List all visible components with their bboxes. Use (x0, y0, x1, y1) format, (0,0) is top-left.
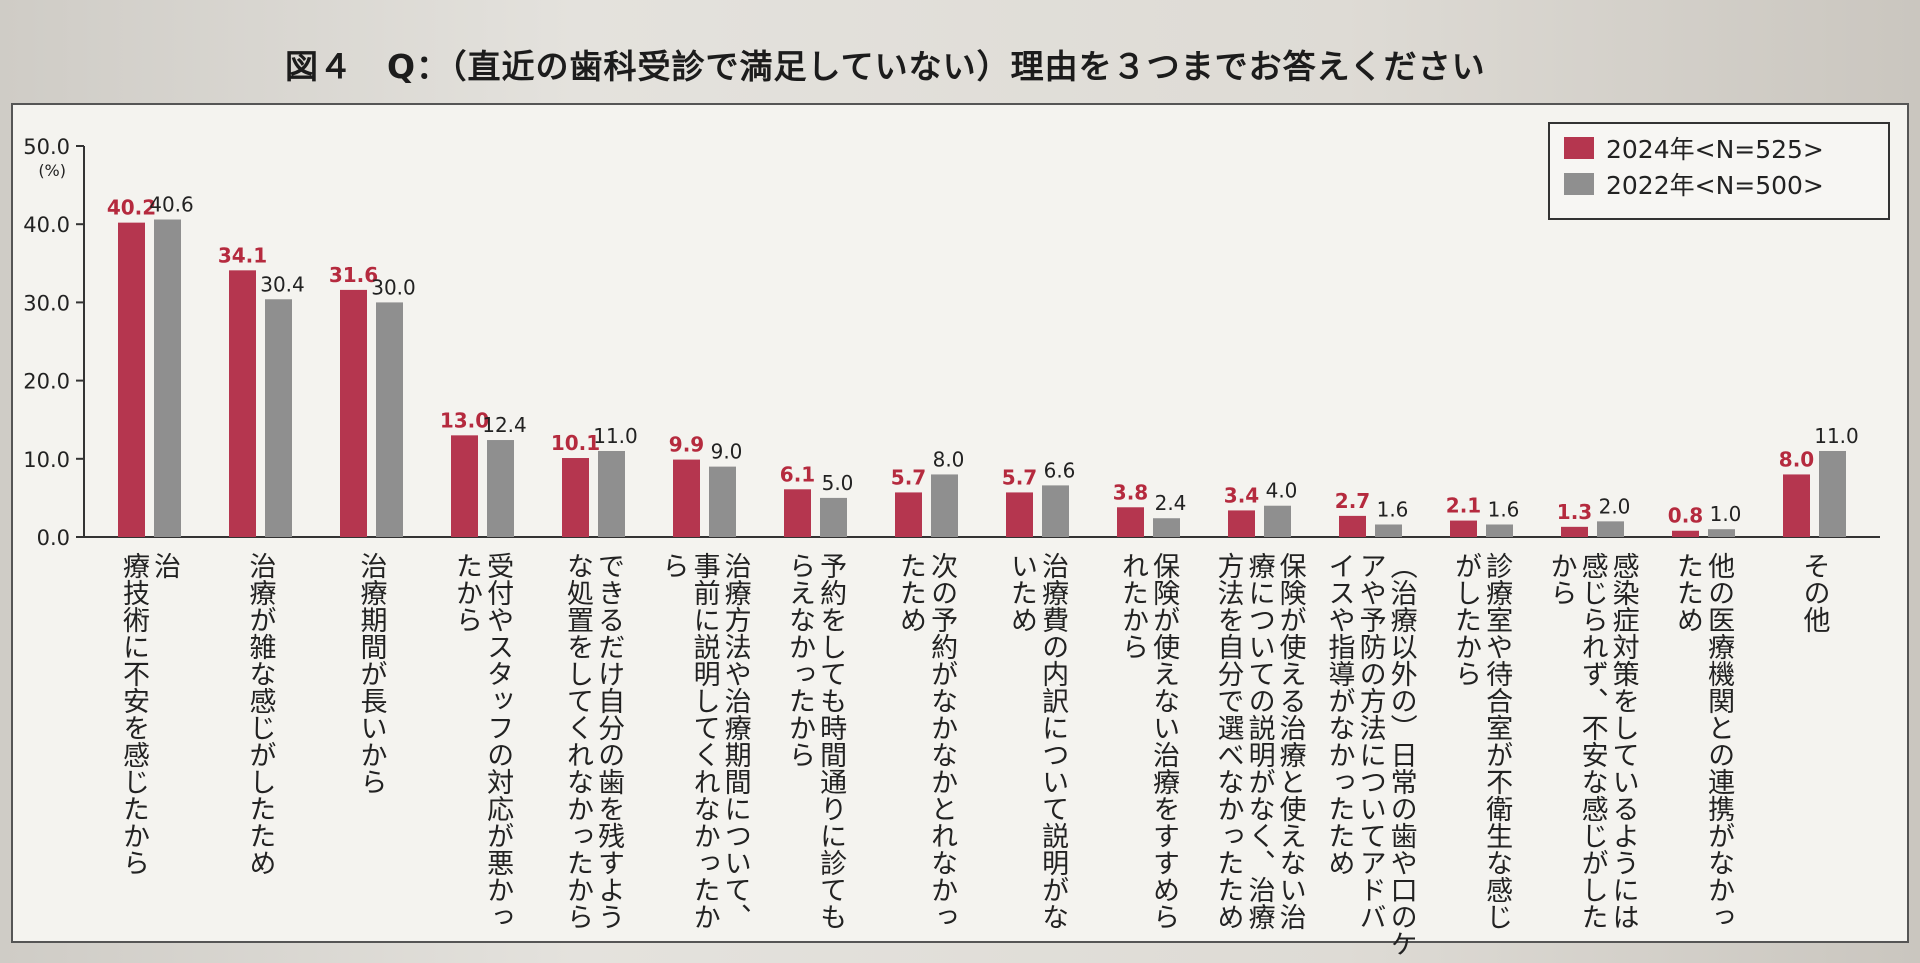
category-label: （治療以外の）日常の歯や口のケ アや予防の方法についてアドバ イスや指導がなかっ… (1323, 552, 1417, 957)
bar-2022 (820, 497, 847, 537)
category-label: 治療期間が長いから (355, 552, 387, 795)
bar-2024 (451, 435, 478, 537)
category-label: 診療室や待合室が不衛生な感じ がしたから (1450, 552, 1513, 930)
data-label-2022: 11.0 (1814, 424, 1859, 448)
data-label-2024: 2.7 (1335, 489, 1370, 513)
y-tick-label: 10.0 (23, 448, 70, 472)
category-label: 保険が使える治療と使えない治 療についての説明がなく、治療 方法を自分で選べなか… (1212, 552, 1306, 930)
chart-title: 図４ Q：（直近の歯科受診で満足していない）理由を３つまでお答えください (285, 47, 1486, 86)
category-label: 受付やスタッフの対応が悪かっ たから (451, 552, 514, 930)
data-label-2024: 0.8 (1668, 504, 1703, 528)
data-label-2024: 10.1 (551, 431, 600, 455)
y-tick-label: 30.0 (23, 291, 70, 315)
bar-2022 (709, 466, 736, 537)
bar-2024 (1117, 507, 1144, 537)
data-label-2022: 8.0 (933, 447, 965, 471)
bar-2022 (598, 450, 625, 537)
bar-2024 (1783, 474, 1810, 537)
data-label-2024: 5.7 (891, 465, 926, 489)
data-label-2022: 2.0 (1599, 494, 1631, 518)
y-tick-label: 0.0 (37, 526, 70, 550)
bar-2024 (1006, 492, 1033, 537)
bar-2024 (673, 459, 700, 537)
bar-2022 (1375, 524, 1402, 537)
y-unit-label: (%) (38, 161, 66, 180)
data-label-2024: 3.8 (1113, 480, 1148, 504)
bar-2022 (1264, 505, 1291, 537)
bar-2022 (487, 440, 514, 537)
bar-2022 (265, 299, 292, 537)
bar-2024 (1672, 530, 1699, 537)
data-label-2022: 2.4 (1155, 491, 1187, 515)
bar-2024 (1450, 520, 1477, 537)
bar-2022 (1819, 450, 1846, 537)
bar-2022 (1153, 518, 1180, 537)
data-label-2024: 5.7 (1002, 465, 1037, 489)
category-label: 治療費の内訳について説明がな いため (1006, 552, 1069, 930)
legend-item-2024: 2024年<N=525> (1564, 130, 1874, 166)
data-label-2024: 6.1 (780, 462, 815, 486)
data-label-2022: 12.4 (482, 413, 527, 437)
y-tick-label: 40.0 (23, 213, 70, 237)
data-label-2024: 13.0 (440, 408, 489, 432)
bar-2022 (931, 474, 958, 537)
y-tick-label: 50.0 (23, 135, 70, 159)
data-label-2022: 30.4 (260, 272, 305, 296)
y-tick-label: 20.0 (23, 370, 70, 394)
data-label-2022: 40.6 (149, 193, 194, 217)
data-label-2024: 8.0 (1779, 447, 1814, 471)
legend-label-2024: 2024年<N=525> (1606, 135, 1824, 164)
data-label-2022: 11.0 (593, 424, 638, 448)
category-label: 予約をしても時間通りに診ても らえなかったから (784, 552, 847, 930)
data-label-2022: 1.6 (1377, 497, 1409, 521)
category-label: 他の医療機関との連携がなかっ たため (1672, 552, 1735, 930)
data-label-2022: 6.6 (1044, 458, 1076, 482)
data-label-2024: 9.9 (669, 433, 704, 457)
legend-swatch-2024 (1564, 137, 1594, 159)
data-label-2022: 9.0 (711, 440, 743, 464)
bar-2024 (118, 222, 145, 538)
data-label-2022: 4.0 (1266, 479, 1298, 503)
bar-2024 (1228, 510, 1255, 537)
bar-2022 (1708, 529, 1735, 537)
legend: 2024年<N=525> 2022年<N=500> (1548, 122, 1890, 220)
bar-2024 (1339, 515, 1366, 537)
bar-2022 (1597, 521, 1624, 537)
bar-2022 (1042, 485, 1069, 537)
category-label: 感染症対策をしているようには 感じられず、不安な感じがした から (1545, 552, 1639, 930)
bar-2024 (340, 289, 367, 537)
data-label-2024: 3.4 (1224, 483, 1259, 507)
legend-label-2022: 2022年<N=500> (1606, 171, 1824, 200)
bar-2024 (229, 270, 256, 537)
data-label-2024: 2.1 (1446, 494, 1481, 518)
category-label: 治療が雑な感じがしたため (244, 552, 276, 876)
bar-2024 (562, 458, 589, 537)
bar-2024 (895, 492, 922, 537)
category-label: 治 療技術に不安を感じたから (118, 552, 181, 876)
legend-item-2022: 2022年<N=500> (1564, 166, 1874, 202)
category-label: 次の予約がなかなかとれなかっ たため (895, 552, 958, 930)
category-label: 保険が使えない治療をすすめら れたから (1117, 552, 1180, 930)
category-label: 治療方法や治療期間について、 事前に説明してくれなかったか ら (657, 552, 751, 930)
category-label: その他 (1798, 552, 1830, 633)
category-label: できるだけ自分の歯を残すよう な処置をしてくれなかったから (562, 552, 625, 930)
data-label-2024: 1.3 (1557, 500, 1592, 524)
legend-swatch-2022 (1564, 173, 1594, 195)
data-label-2024: 31.6 (329, 263, 378, 287)
data-label-2022: 30.0 (371, 275, 416, 299)
bar-2022 (154, 219, 181, 537)
data-label-2022: 1.6 (1488, 497, 1520, 521)
data-label-2022: 5.0 (822, 471, 854, 495)
bar-2022 (376, 302, 403, 537)
data-label-2022: 1.0 (1710, 502, 1742, 526)
bar-2024 (1561, 526, 1588, 537)
bar-2024 (784, 489, 811, 537)
bar-2022 (1486, 524, 1513, 537)
data-label-2024: 34.1 (218, 243, 267, 267)
data-label-2024: 40.2 (107, 196, 156, 220)
chart-frame (11, 103, 1909, 943)
